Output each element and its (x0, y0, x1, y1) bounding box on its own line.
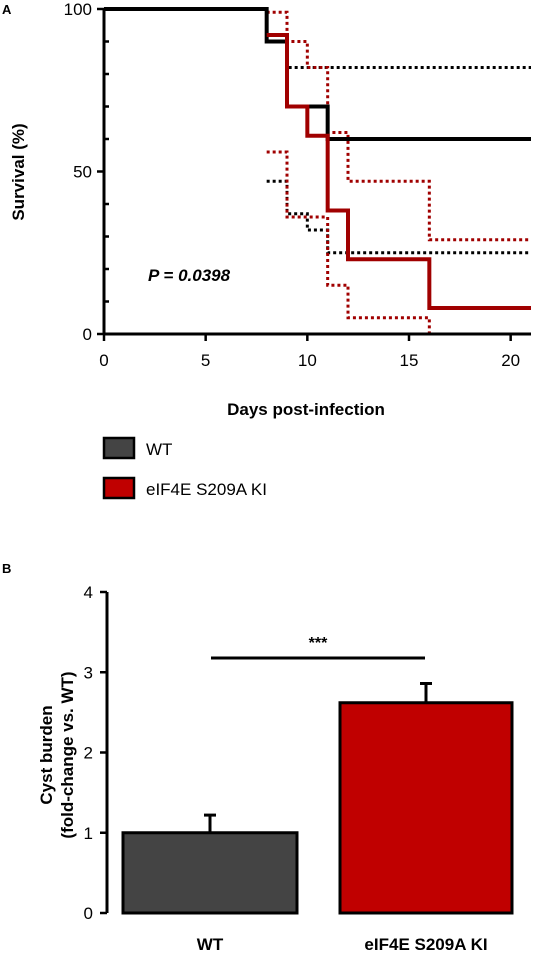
x-category-label: eIF4E S209A KI (364, 935, 487, 954)
panel-a-axes: 0 50 100 0 5 10 15 20 (64, 0, 531, 370)
panel-b-axes: 0 1 2 3 4 (84, 583, 109, 923)
panel-b-label: B (2, 561, 11, 576)
series-wt (104, 7, 531, 141)
y-tick-label: 2 (84, 744, 93, 763)
y-tick-label: 50 (73, 163, 92, 182)
y-tick-label: 0 (83, 325, 92, 344)
panel-a-label: A (2, 2, 12, 17)
x-category-label: WT (197, 935, 224, 954)
y-axis-title: Survival (%) (9, 123, 28, 220)
y-tick-label: 0 (84, 904, 93, 923)
y-tick-label: 100 (64, 0, 92, 19)
x-tick-label: 0 (99, 351, 108, 370)
legend-swatch-ki (102, 476, 136, 500)
bar-wt (121, 831, 299, 915)
x-axis-title: Days post-infection (227, 400, 385, 419)
legend-label-wt: WT (146, 440, 172, 459)
x-tick-label: 5 (201, 351, 210, 370)
x-tick-label: 15 (400, 351, 419, 370)
y-tick-label: 4 (84, 583, 93, 602)
legend: WT eIF4E S209A KI (102, 436, 267, 500)
x-tick-label: 20 (501, 351, 520, 370)
panel-b-cyst-burden-chart: B WT eIF4E S209A KI 0 1 2 3 4 *** Cyst burden… (2, 561, 514, 954)
y-tick-label: 3 (84, 663, 93, 682)
y-axis-title-line-1: Cyst burden (37, 705, 56, 804)
bar-ki (338, 701, 514, 915)
legend-label-ki: eIF4E S209A KI (146, 480, 267, 499)
bars: WT eIF4E S209A KI (121, 681, 514, 954)
panel-a-survival-chart: A 0 50 100 0 5 10 15 20 P = 0.0398 Days post-in… (2, 0, 531, 419)
survival-curves (104, 7, 531, 310)
significance-marker: *** (309, 635, 328, 652)
x-tick-label: 10 (298, 351, 317, 370)
legend-swatch-wt (102, 436, 136, 460)
series-ki-ci-lower (266, 150, 531, 336)
p-value-annotation: P = 0.0398 (148, 266, 231, 285)
y-axis-title-line-2: (fold-change vs. WT) (58, 671, 77, 838)
confidence-interval-lines (266, 10, 531, 336)
y-tick-label: 1 (84, 824, 93, 843)
series-ki (266, 33, 531, 310)
